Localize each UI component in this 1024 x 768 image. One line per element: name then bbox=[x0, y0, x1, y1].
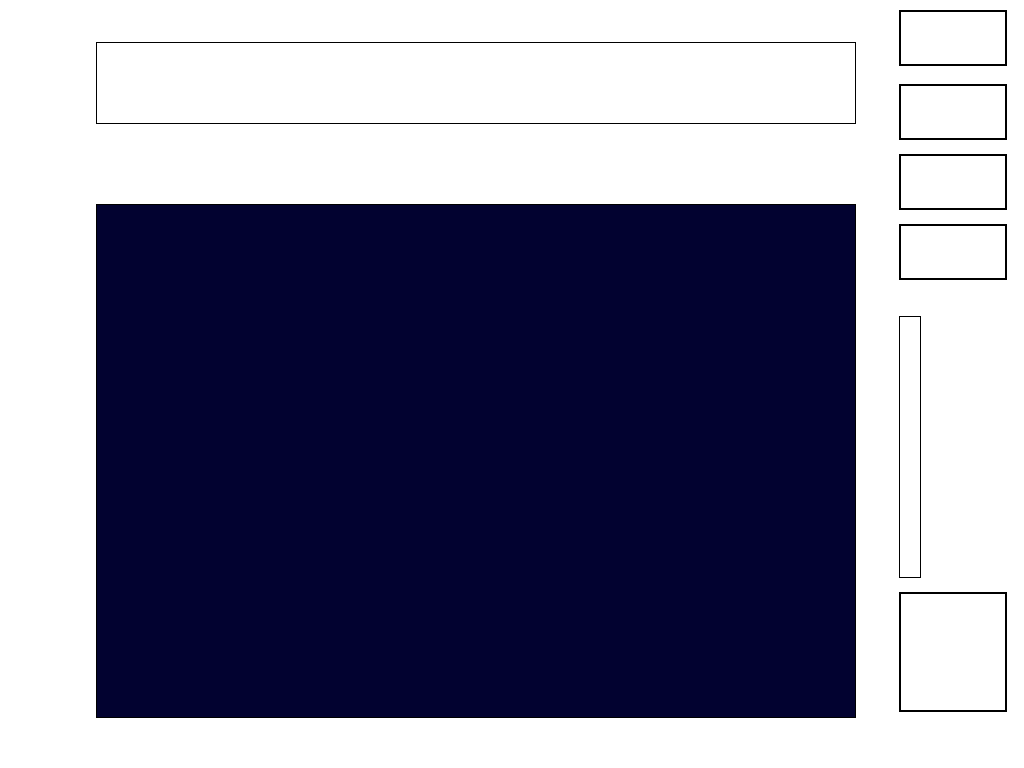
legend-rows-resolution bbox=[901, 159, 1005, 208]
legend-box-data-mode bbox=[899, 10, 1007, 66]
legend-rows-translation bbox=[901, 229, 1005, 278]
status-bar-antenna bbox=[97, 156, 855, 162]
status-bar-translation bbox=[97, 190, 855, 196]
colorbar-gradient bbox=[900, 317, 920, 577]
legend-rows-data-mode bbox=[901, 15, 1005, 64]
spectrogram-image bbox=[97, 205, 855, 717]
colorbar bbox=[899, 316, 921, 578]
ephemeris-box bbox=[899, 592, 1007, 712]
legend-rows-antenna bbox=[901, 89, 1005, 138]
status-bar-data-mode bbox=[97, 139, 855, 145]
legend-box-translation bbox=[899, 224, 1007, 280]
legend-box-antenna bbox=[899, 84, 1007, 140]
legend-box-resolution bbox=[899, 154, 1007, 210]
status-bar-resolution bbox=[97, 173, 855, 179]
gain-plot-panel bbox=[96, 42, 856, 124]
spectrogram-panel bbox=[96, 204, 856, 718]
